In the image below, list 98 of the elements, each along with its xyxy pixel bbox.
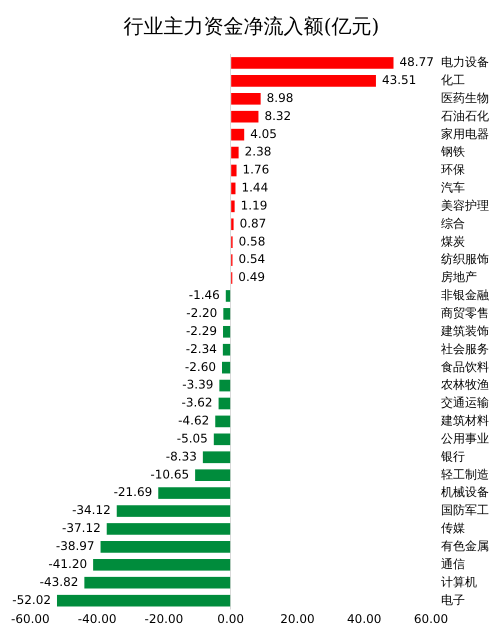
bar: [93, 558, 230, 571]
bar: [231, 164, 237, 176]
bar: [231, 146, 239, 158]
y-tick-label: 环保: [441, 162, 465, 177]
data-label: -4.62: [178, 414, 210, 428]
data-label: -52.02: [12, 592, 51, 607]
y-tick-label: 有色金属: [441, 538, 489, 553]
x-tick-label: -20.00: [144, 612, 184, 626]
data-label: -10.65: [150, 467, 190, 482]
data-label: 1.19: [240, 198, 268, 212]
y-tick-label: 商贸零售: [441, 306, 489, 320]
y-tick-label: 建筑装饰: [440, 324, 489, 338]
bar: [215, 416, 230, 428]
y-tick-label: 综合: [441, 216, 465, 230]
y-tick-label: 非银金融: [441, 288, 489, 302]
y-tick-label: 石油石化: [441, 108, 489, 123]
y-tick-label: 社会服务: [441, 342, 489, 356]
bar: [231, 218, 234, 230]
bar: [106, 523, 230, 535]
bar: [158, 487, 230, 499]
y-tick-label: 电力设备: [441, 55, 489, 70]
y-tick-label: 家用电器: [441, 126, 489, 141]
bar: [219, 380, 230, 392]
data-label: -1.46: [188, 288, 220, 302]
bar: [100, 541, 230, 553]
data-label: 8.98: [266, 90, 294, 105]
y-tick-label: 通信: [441, 556, 465, 571]
data-label: -3.62: [182, 396, 213, 410]
y-tick-label: 纺织服饰: [441, 252, 489, 266]
bar: [214, 434, 230, 446]
y-tick-label: 建筑材料: [440, 414, 489, 428]
data-label: -2.34: [186, 342, 217, 356]
data-label: 0.54: [238, 252, 266, 266]
data-label: 4.05: [250, 126, 277, 141]
y-tick-label: 机械设备: [441, 485, 489, 500]
y-tick-label: 医药生物: [441, 90, 489, 105]
y-tick-label: 银行: [440, 449, 465, 464]
bar: [116, 505, 230, 517]
bar: [231, 92, 261, 105]
y-tick-label: 汽车: [441, 180, 465, 195]
x-tick-label: 60.00: [414, 612, 448, 626]
x-tick-label: -60.00: [11, 612, 50, 626]
bar: [231, 110, 258, 123]
data-label: -2.29: [186, 324, 218, 338]
data-label: -8.33: [166, 449, 197, 464]
bar: [231, 128, 244, 140]
data-label: 43.51: [382, 73, 416, 88]
bar: [231, 200, 235, 212]
y-tick-label: 公用事业: [441, 431, 489, 446]
bar: [202, 451, 230, 464]
bar: [231, 182, 236, 194]
bar: [222, 344, 230, 356]
y-tick-label: 国防军工: [441, 503, 489, 518]
y-tick-label: 电子: [441, 592, 465, 607]
data-label: -38.97: [56, 538, 95, 553]
y-tick-label: 传媒: [441, 521, 465, 536]
bar: [218, 398, 230, 410]
data-label: -41.20: [48, 556, 88, 571]
data-label: 8.32: [264, 108, 292, 123]
bar: [56, 594, 230, 606]
data-label: 0.58: [238, 234, 266, 248]
data-label: -3.39: [182, 378, 214, 392]
y-tick-label: 美容护理: [441, 198, 489, 212]
data-label: -2.60: [184, 360, 216, 374]
x-tick-label: 20.00: [280, 612, 315, 626]
y-tick-label: 轻工制造: [441, 467, 489, 482]
x-tick-label: 0.00: [217, 612, 244, 626]
y-tick-label: 农林牧渔: [441, 378, 489, 392]
data-label: 0.87: [240, 216, 266, 230]
bar: [223, 308, 230, 320]
data-label: -43.82: [40, 574, 78, 589]
bar: [223, 326, 230, 338]
bar: [195, 469, 230, 482]
y-tick-label: 食品饮料: [441, 360, 489, 374]
bar: [231, 57, 394, 69]
y-tick-label: 计算机: [441, 574, 477, 589]
data-label: 1.44: [241, 180, 268, 195]
bar: [231, 75, 376, 87]
data-label: 1.76: [242, 162, 270, 177]
y-tick-label: 煤炭: [441, 234, 465, 248]
x-tick-label: 40.00: [347, 612, 382, 626]
y-tick-label: 房地产: [441, 270, 477, 284]
data-label: -37.12: [62, 521, 101, 536]
bar: [226, 290, 230, 302]
x-tick-label: -40.00: [78, 612, 116, 626]
data-label: 48.77: [400, 55, 434, 70]
y-tick-label: 化工: [441, 73, 465, 88]
chart-title: 行业主力资金净流入额(亿元): [124, 14, 380, 38]
data-label: -21.69: [114, 485, 152, 500]
data-label: -34.12: [72, 503, 111, 518]
data-label: -2.20: [186, 306, 218, 320]
bar: [222, 362, 230, 374]
y-tick-label: 交通运输: [441, 396, 489, 410]
data-label: 0.49: [238, 270, 266, 284]
y-tick-label: 钢铁: [440, 144, 465, 159]
bar: [84, 576, 230, 589]
data-label: -5.05: [176, 431, 208, 446]
data-label: 2.38: [244, 144, 272, 159]
